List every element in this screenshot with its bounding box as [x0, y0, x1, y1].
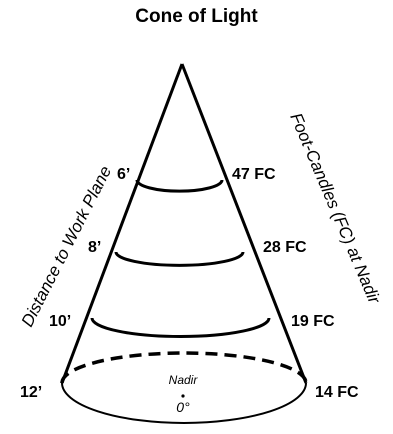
nadir-label: Nadir	[169, 373, 199, 387]
ring-8ft	[114, 251, 245, 267]
fc-label-28: 28 FC	[263, 239, 307, 256]
nadir-dot	[181, 394, 185, 398]
diagram-title: Cone of Light	[135, 6, 258, 27]
fc-label-19: 19 FC	[291, 313, 335, 330]
distance-label-10ft: 10’	[49, 313, 71, 330]
fc-label-47: 47 FC	[232, 166, 276, 183]
fc-label-14: 14 FC	[315, 384, 359, 401]
ring-10ft	[90, 317, 271, 339]
nadir-angle: 0°	[176, 399, 190, 415]
cone-right-edge	[180, 63, 308, 384]
right-axis-label: Foot-Candles (FC) at Nadir	[286, 110, 384, 307]
distance-label-12ft: 12’	[20, 384, 42, 401]
ring-6ft	[135, 179, 224, 193]
base-back-dashed	[60, 351, 308, 384]
base-front	[61, 382, 307, 424]
distance-label-6ft: 6’	[117, 166, 130, 183]
cone-left-edge	[60, 63, 184, 384]
distance-label-8ft: 8’	[88, 239, 101, 256]
